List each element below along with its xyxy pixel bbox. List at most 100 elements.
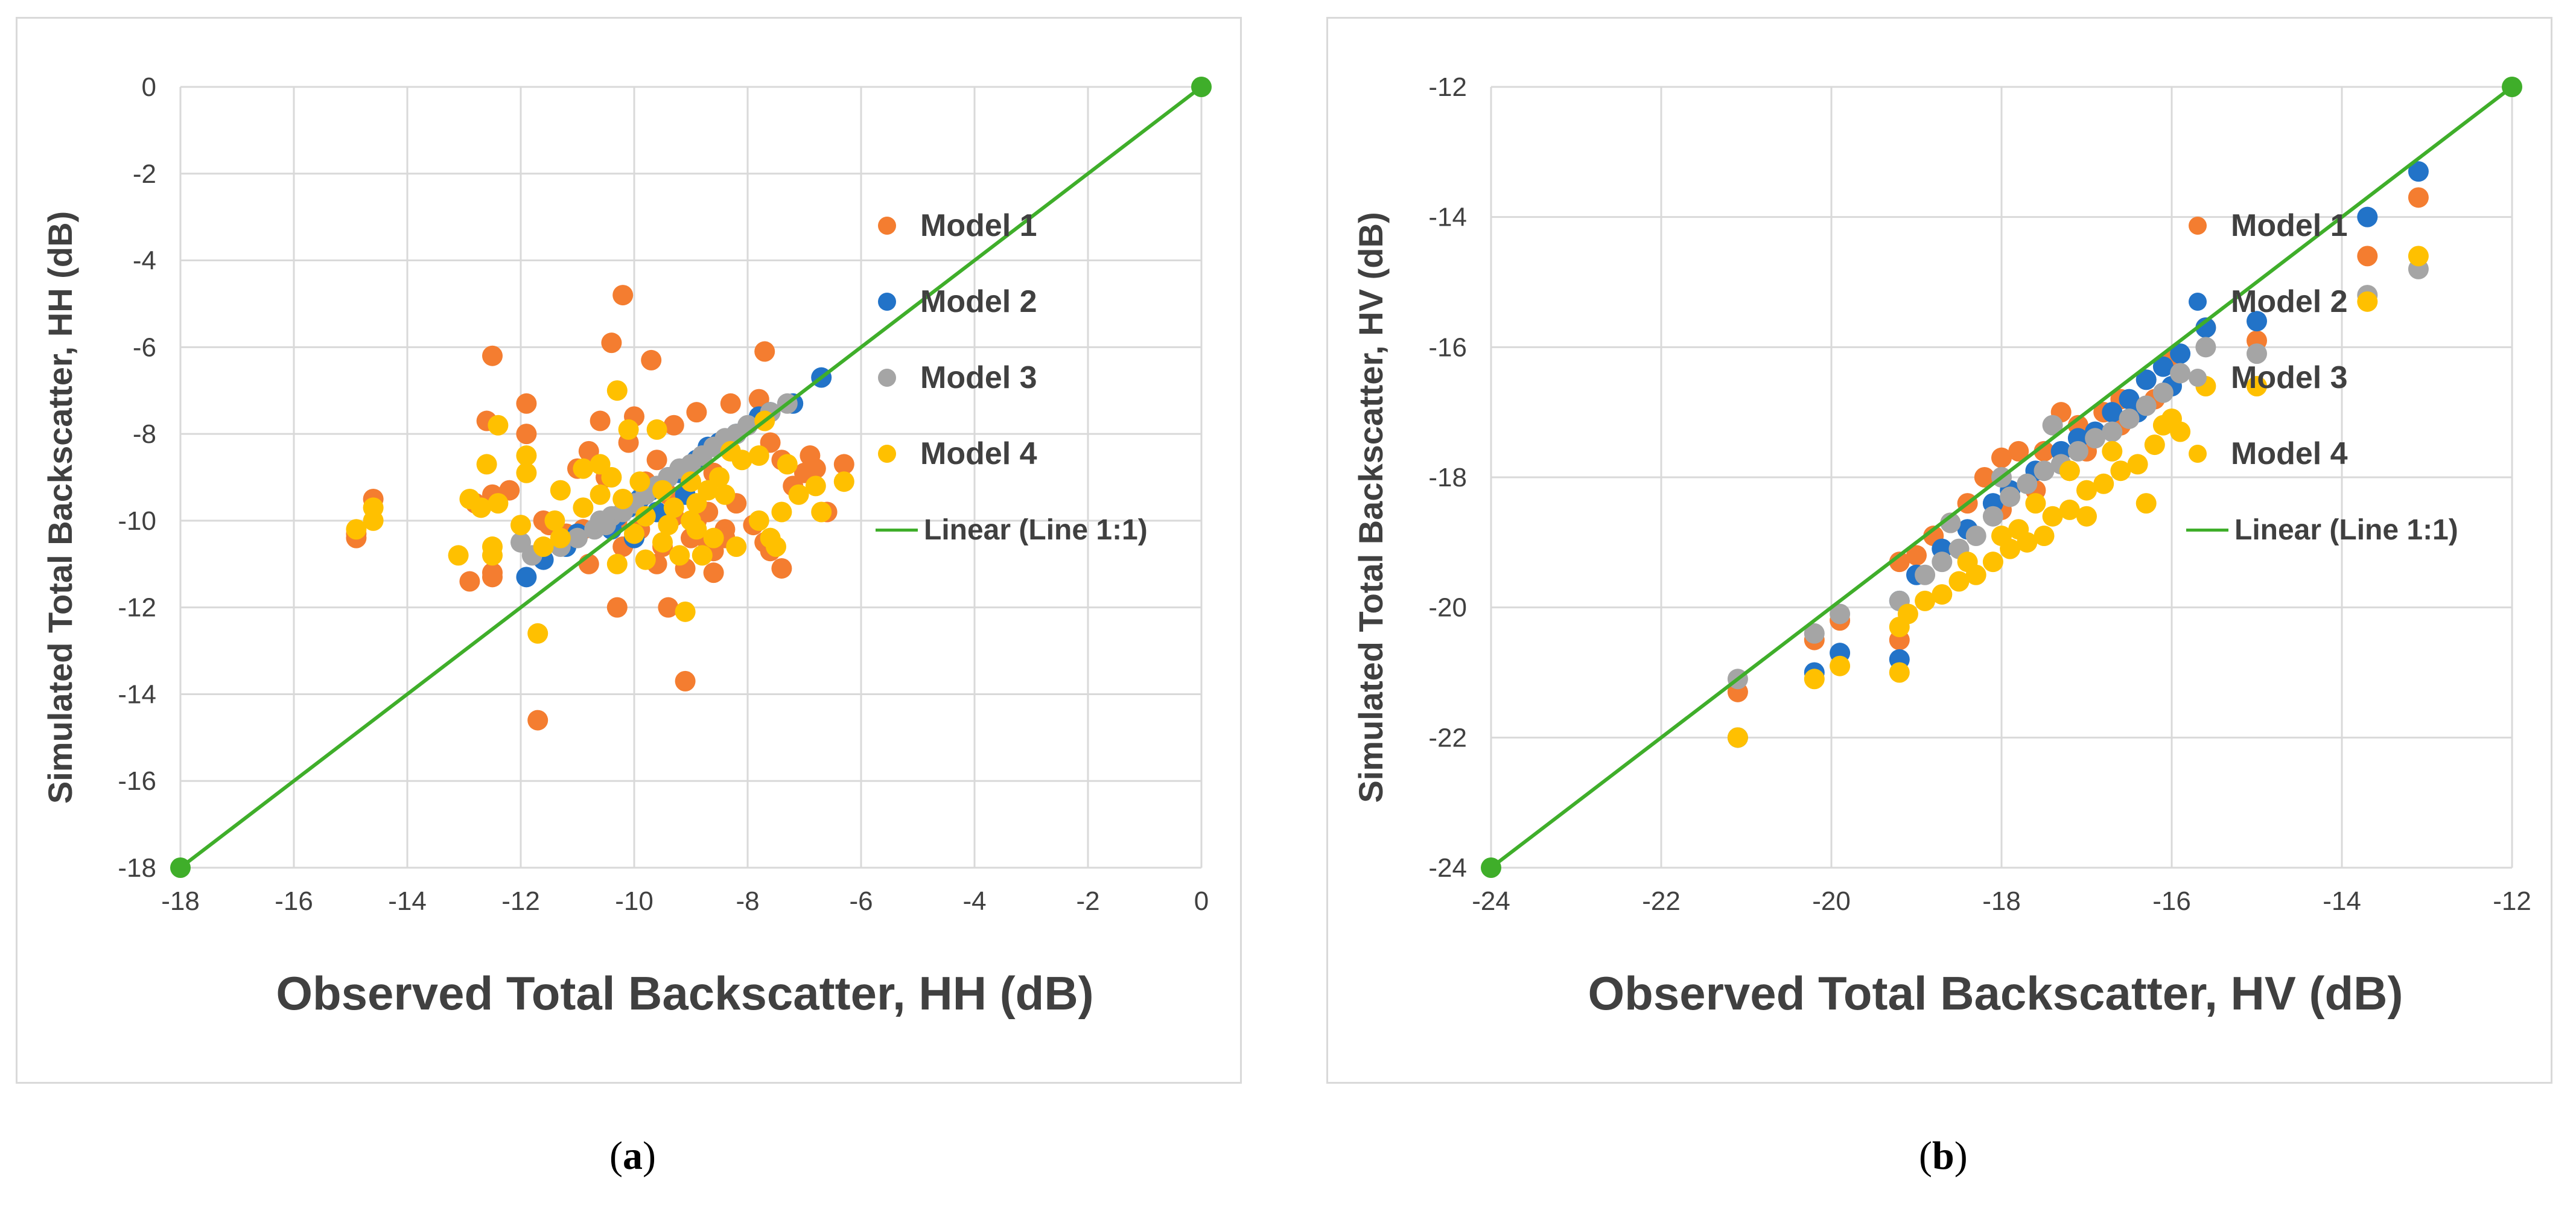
data-point xyxy=(658,597,679,618)
x-tick-label: -14 xyxy=(388,886,427,916)
data-point xyxy=(2034,460,2055,482)
data-point xyxy=(601,332,622,354)
line-endpoint xyxy=(170,857,191,878)
data-point xyxy=(788,484,809,505)
legend-item-model-4: Model 4 xyxy=(2186,416,2458,492)
legend-line-swatch xyxy=(876,528,918,532)
data-point xyxy=(2247,343,2267,364)
data-point xyxy=(714,484,736,505)
data-point xyxy=(527,623,549,644)
legend-item-model-2: Model 2 xyxy=(876,264,1148,340)
legend-label-line: Linear (Line 1:1) xyxy=(2234,513,2458,546)
legend-label-model-3: Model 3 xyxy=(920,360,1037,395)
caption-b-letter: b xyxy=(1932,1134,1954,1178)
data-point xyxy=(646,450,667,471)
series-model-4 xyxy=(1727,246,2429,748)
legend-marker-model-4 xyxy=(878,445,896,463)
data-point xyxy=(612,488,634,509)
y-axis-title: Simulated Total Backscatter, HH (dB) xyxy=(41,211,79,804)
data-point xyxy=(663,415,684,436)
data-point xyxy=(1889,617,1910,638)
data-point xyxy=(2152,415,2174,436)
data-point xyxy=(2000,486,2021,507)
y-tick-label: -14 xyxy=(1428,203,1467,232)
legend-label-model-4: Model 4 xyxy=(920,436,1037,471)
x-tick-label: -18 xyxy=(161,886,200,916)
data-point xyxy=(573,458,594,479)
caption-a: (a) xyxy=(609,1134,656,1178)
legend-label-model-1: Model 1 xyxy=(2231,208,2348,243)
data-point xyxy=(482,567,503,588)
data-point xyxy=(606,380,628,401)
caption-a-letter: a xyxy=(622,1134,643,1178)
x-axis-title: Observed Total Backscatter, HH (dB) xyxy=(276,967,1093,1020)
data-point xyxy=(1804,623,1825,644)
scatter-plot-b: -24 -22 -20 -18 -16 -14 -12 -24 -22 -20 -18 -16 -14 -… xyxy=(1352,72,2531,1020)
data-point xyxy=(482,345,503,366)
data-point xyxy=(2059,460,2080,482)
data-point xyxy=(681,471,701,492)
data-point xyxy=(2119,408,2140,429)
data-point xyxy=(748,510,769,531)
legend-marker-model-1 xyxy=(878,217,896,235)
x-axis-title: Observed Total Backscatter, HV (dB) xyxy=(1588,967,2403,1020)
data-point xyxy=(766,536,786,558)
data-point xyxy=(641,349,662,370)
x-tick-label: -12 xyxy=(2493,886,2531,916)
data-point xyxy=(459,571,480,592)
y-axis-title: Simulated Total Backscatter, HV (dB) xyxy=(1352,212,1390,803)
data-point xyxy=(550,480,571,501)
data-point xyxy=(833,454,854,475)
legend-label-model-3: Model 3 xyxy=(2231,360,2348,395)
data-point xyxy=(2408,161,2429,182)
data-point xyxy=(516,393,537,414)
x-tick-label: -14 xyxy=(2323,886,2361,916)
data-point xyxy=(476,454,497,475)
data-point xyxy=(618,419,639,440)
data-point xyxy=(646,419,667,440)
x-tick-label: -20 xyxy=(1812,886,1851,916)
data-point xyxy=(2102,402,2123,423)
legend-marker-model-2 xyxy=(878,293,896,311)
data-point xyxy=(2085,428,2106,449)
data-point xyxy=(624,523,644,544)
y-tick-label: 0 xyxy=(142,72,156,102)
legend-item-line: Linear (Line 1:1) xyxy=(2186,492,2458,568)
data-point xyxy=(1974,467,1995,488)
y-tick-label: -18 xyxy=(1428,463,1467,492)
data-point xyxy=(596,515,616,536)
y-tick-label: -6 xyxy=(133,332,156,362)
legend-label-model-1: Model 1 xyxy=(920,208,1037,243)
data-point xyxy=(2067,440,2088,462)
x-tick-label: 0 xyxy=(1194,886,1209,916)
data-point xyxy=(2357,246,2378,267)
data-point xyxy=(510,515,531,536)
data-point xyxy=(1889,662,1910,683)
data-point xyxy=(1915,590,1936,611)
data-point xyxy=(1982,506,2003,527)
legend-item-model-3: Model 3 xyxy=(876,340,1148,416)
data-point xyxy=(2034,440,2055,462)
legend-item-model-2: Model 2 xyxy=(2186,264,2458,340)
data-point xyxy=(2195,337,2216,358)
data-point xyxy=(771,501,792,523)
data-point xyxy=(1906,545,1927,566)
y-tick-label: -16 xyxy=(1428,332,1467,362)
data-point xyxy=(2152,382,2174,403)
data-point xyxy=(777,454,798,475)
data-point xyxy=(2017,473,2038,494)
y-tick-label: -16 xyxy=(118,766,156,796)
legend-marker-model-3 xyxy=(2189,369,2207,387)
legend-line-swatch xyxy=(2186,528,2228,532)
data-point xyxy=(686,402,707,423)
data-point xyxy=(612,285,634,306)
data-point xyxy=(1804,669,1825,690)
legend-item-model-1: Model 1 xyxy=(2186,188,2458,264)
x-tick-label: -12 xyxy=(501,886,540,916)
data-point xyxy=(516,445,537,466)
data-point xyxy=(2059,499,2080,520)
data-point xyxy=(2110,460,2131,482)
data-point xyxy=(2152,356,2174,377)
x-tick-label: -2 xyxy=(1076,886,1099,916)
data-point xyxy=(709,467,730,488)
